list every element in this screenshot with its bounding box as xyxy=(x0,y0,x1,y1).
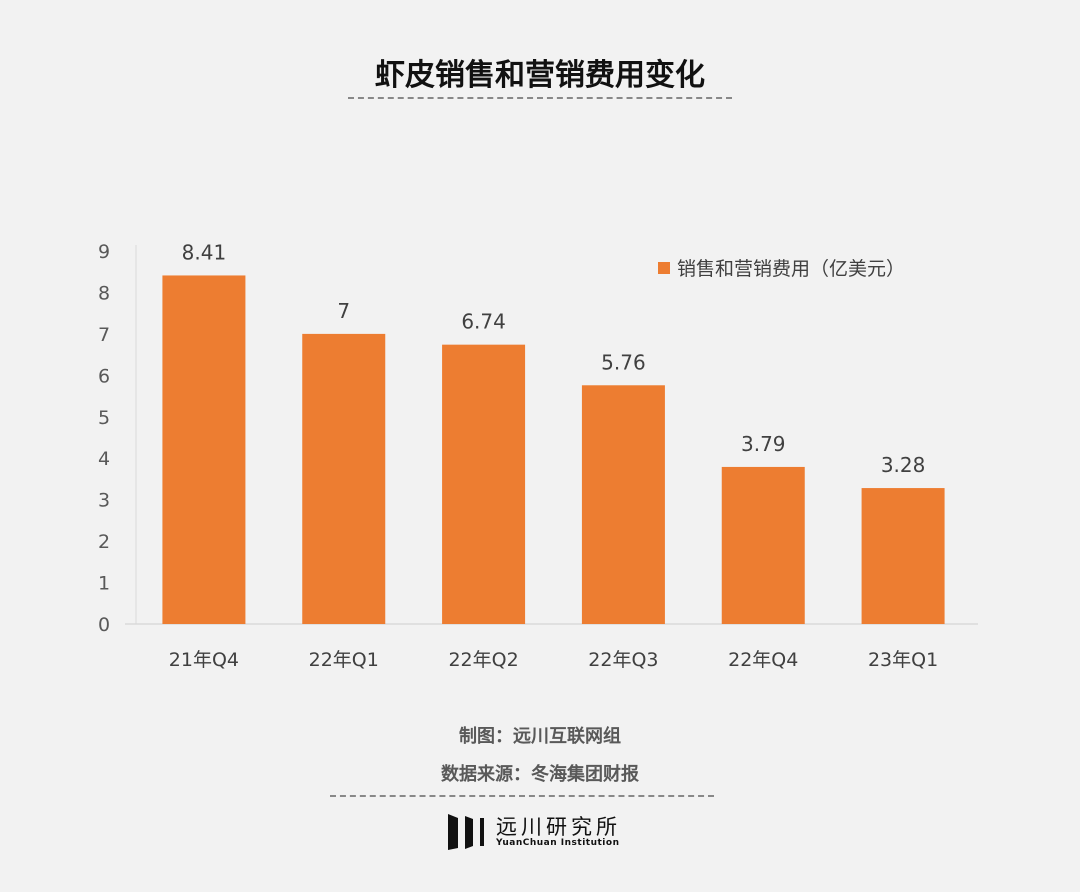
legend: 销售和营销费用（亿美元） xyxy=(658,254,905,281)
bar xyxy=(861,488,945,624)
y-tick-label: 5 xyxy=(98,407,110,429)
x-tick-label: 22年Q4 xyxy=(728,649,798,671)
y-tick-label: 1 xyxy=(98,573,110,595)
y-tick-label: 6 xyxy=(98,365,110,387)
bar xyxy=(162,275,246,624)
credit-divider xyxy=(330,795,714,797)
bar xyxy=(581,385,665,624)
y-tick-label: 3 xyxy=(98,490,110,512)
y-tick-label: 4 xyxy=(98,448,110,470)
data-label: 3.79 xyxy=(741,432,786,456)
logo-mark-icon xyxy=(448,814,484,850)
data-label: 3.28 xyxy=(881,453,926,477)
chart-title: 虾皮销售和营销费用变化 xyxy=(375,58,705,93)
logo-en: YuanChuan Institution xyxy=(496,838,620,848)
x-tick-label: 22年Q3 xyxy=(588,649,658,671)
y-tick-label: 7 xyxy=(98,324,110,346)
made-by-credit: 制图：远川互联网组 xyxy=(459,726,621,747)
bar xyxy=(302,333,386,624)
x-tick-label: 22年Q1 xyxy=(309,649,379,671)
y-tick-label: 9 xyxy=(98,241,110,263)
x-tick-label: 23年Q1 xyxy=(868,649,938,671)
bar xyxy=(721,466,805,624)
y-tick-label: 8 xyxy=(98,282,110,304)
y-tick-label: 0 xyxy=(98,614,110,636)
legend-swatch xyxy=(658,261,670,274)
data-label: 8.41 xyxy=(182,240,227,264)
x-tick-label: 21年Q4 xyxy=(169,649,239,671)
legend-label: 销售和营销费用（亿美元） xyxy=(677,258,906,280)
data-label: 7 xyxy=(337,299,350,323)
data-label: 5.76 xyxy=(601,350,646,374)
bar xyxy=(442,344,526,624)
logo: 远川研究所 YuanChuan Institution xyxy=(446,812,621,852)
source-credit: 数据来源：冬海集团财报 xyxy=(441,764,639,785)
x-tick-label: 22年Q2 xyxy=(448,649,518,671)
title-divider xyxy=(348,97,732,99)
data-label: 6.74 xyxy=(461,310,506,334)
y-tick-label: 2 xyxy=(98,531,110,553)
logo-cn: 远川研究所 xyxy=(496,815,621,839)
